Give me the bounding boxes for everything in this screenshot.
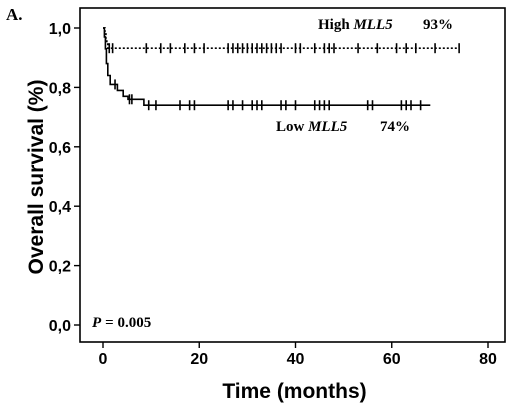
plot-frame	[79, 7, 506, 343]
x-tick-label: 20	[190, 351, 208, 368]
panel-label: A.	[6, 5, 23, 24]
y-axis-label: Overall survival (%)	[25, 80, 48, 275]
series-label-low-gene: MLL5	[307, 119, 348, 135]
series-value-high: 93%	[423, 17, 453, 33]
p-value-text: = 0.005	[105, 315, 151, 331]
x-axis-label: Time (months)	[222, 380, 366, 403]
x-tick-label: 40	[287, 351, 305, 368]
y-tick-label: 0,6	[49, 140, 71, 157]
x-tick-label: 60	[383, 351, 401, 368]
series-label-high-gene: MLL5	[352, 17, 393, 33]
series-value-low: 74%	[380, 119, 410, 135]
y-tick-label: 1,0	[49, 21, 71, 38]
p-value-annotation: P = 0.005	[92, 315, 151, 331]
x-tick-label: 0	[99, 351, 108, 368]
p-value-symbol: P	[92, 315, 102, 331]
x-tick-label: 80	[479, 351, 497, 368]
y-tick-label: 0,2	[49, 259, 71, 276]
series-line-low	[103, 27, 431, 106]
y-tick-label: 0,8	[49, 80, 71, 97]
series-label-high-prefix: High	[318, 17, 353, 33]
series-label-high: High MLL5	[318, 17, 393, 33]
y-tick-label: 0,4	[49, 199, 71, 216]
y-tick-label: 0,0	[49, 318, 71, 335]
series-label-low-prefix: Low	[276, 119, 308, 135]
series-label-low: Low MLL5	[276, 119, 348, 135]
